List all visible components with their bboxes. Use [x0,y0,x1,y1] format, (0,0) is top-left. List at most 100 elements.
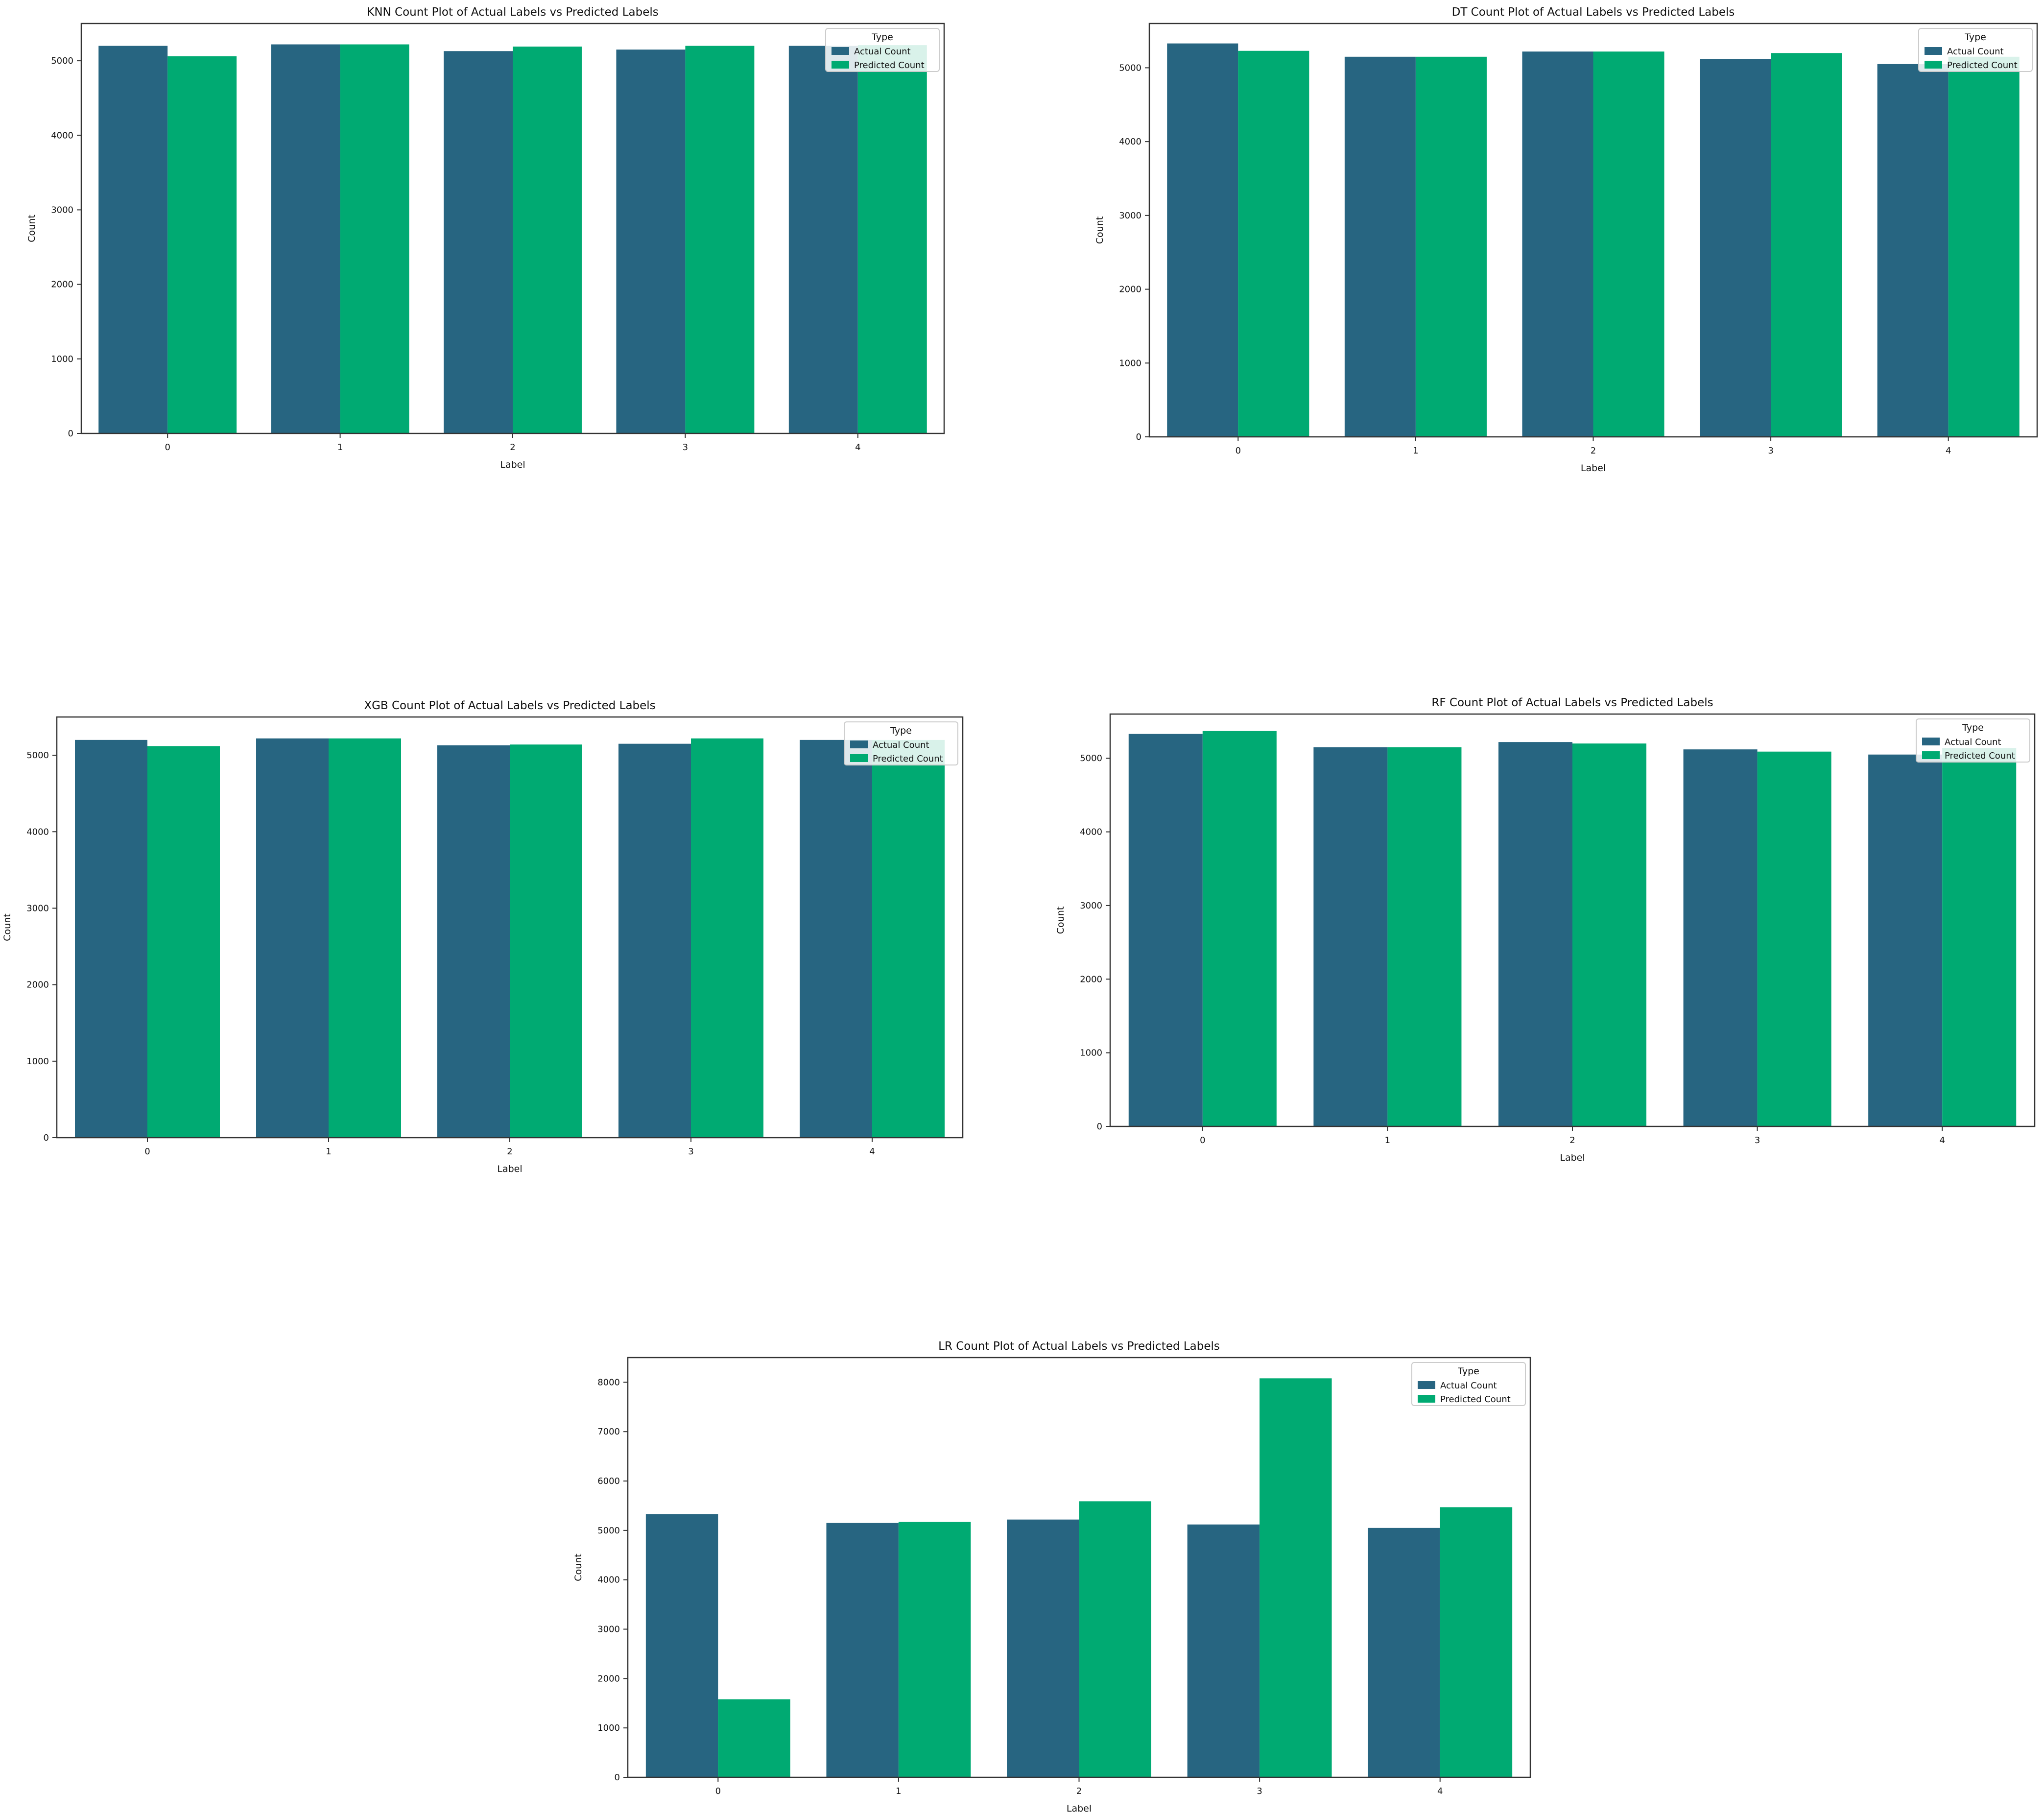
lr-legend-label-predicted: Predicted Count [1440,1394,1511,1405]
dt-bar-actual-1 [1344,56,1416,437]
lr-x-tick-label: 1 [896,1786,901,1796]
dt-x-tick-label: 2 [1591,446,1596,456]
rf-legend-title: Type [1962,722,1984,733]
knn-bar-actual-4 [788,46,858,434]
xgb-legend-label-actual: Actual Count [873,740,929,750]
dt-bar-predicted-3 [1771,53,1842,437]
lr-bar-predicted-0 [718,1699,790,1777]
xgb-x-tick-label: 0 [144,1146,150,1157]
lr-chart-title: LR Count Plot of Actual Labels vs Predic… [938,1340,1220,1353]
lr-y-tick-label: 3000 [597,1624,620,1635]
knn-x-tick-label: 1 [337,442,343,453]
xgb-y-tick-label: 5000 [26,750,49,761]
knn-legend-box [825,28,940,72]
rf-x-tick-label: 1 [1385,1135,1390,1146]
rf-x-tick-label: 2 [1569,1135,1575,1146]
lr-bar-actual-0 [645,1514,718,1777]
xgb-y-tick-label: 2000 [26,980,49,990]
rf-x-axis-label: Label [1560,1152,1585,1163]
dt-y-tick-label: 2000 [1119,285,1141,295]
lr-legend: Type Actual Count Predicted Count [1411,1362,1526,1406]
xgb-bar-actual-4 [800,740,872,1138]
knn-legend-label-predicted: Predicted Count [854,60,925,71]
rf-y-axis-label: Count [1055,907,1066,934]
xgb-bar-predicted-0 [147,746,220,1138]
knn-y-tick-label: 2000 [51,280,73,290]
xgb-x-axis-label: Label [497,1164,522,1174]
xgb-x-tick-label: 1 [326,1146,331,1157]
knn-bar-predicted-4 [857,45,927,433]
knn-x-tick-label: 0 [165,442,170,453]
lr-bar-predicted-3 [1260,1378,1332,1777]
dt-legend-swatch-predicted [1925,61,1942,69]
knn-x-tick-label: 2 [510,442,515,453]
rf-chart: 0 1 2 3 4 0 1000 2000 3000 4000 5000 RF Count Plot … [1055,696,2036,1163]
lr-x-axis-label: Label [1067,1803,1092,1814]
dt-y-axis-label: Count [1094,216,1105,244]
lr-bar-actual-1 [826,1523,899,1777]
knn-y-tick-label: 5000 [51,56,73,66]
knn-y-tick-label: 4000 [51,130,73,141]
knn-bar-actual-3 [616,49,686,434]
lr-bar-actual-2 [1007,1519,1079,1777]
lr-x-tick-label: 2 [1076,1786,1082,1796]
dt-legend-title: Type [1964,32,1986,43]
knn-y-axis-label: Count [26,215,37,242]
xgb-legend-title: Type [890,725,912,736]
rf-bar-actual-4 [1868,754,1943,1126]
rf-bar-actual-1 [1313,747,1388,1126]
dt-x-axis-label: Label [1581,463,1606,474]
lr-y-tick-label: 8000 [597,1377,620,1387]
dt-x-tick-label: 1 [1413,446,1418,456]
dt-chart: 0 1 2 3 4 0 1000 2000 3000 4000 5000 DT Count Plot … [1094,6,2038,474]
xgb-bar-predicted-2 [510,744,582,1138]
dt-x-tick-label: 3 [1768,446,1773,456]
knn-bar-actual-0 [98,46,168,434]
rf-bar-actual-2 [1498,742,1572,1126]
dt-y-tick-label: 1000 [1119,358,1141,368]
rf-legend-box [1916,718,2030,763]
xgb-y-tick-label: 4000 [26,827,49,837]
xgb-y-axis-label: Count [2,913,13,941]
knn-legend: Type Actual Count Predicted Count [825,28,940,72]
rf-x-tick-label: 0 [1200,1135,1205,1146]
dt-y-tick-label: 3000 [1119,211,1141,221]
dt-bar-actual-2 [1522,51,1593,437]
knn-x-tick-label: 4 [855,442,860,453]
dt-bar-actual-4 [1877,64,1949,437]
dt-legend-label-predicted: Predicted Count [1947,60,2018,71]
dt-bar-actual-0 [1167,43,1238,437]
xgb-legend-swatch-actual [850,740,868,748]
knn-x-tick-label: 3 [683,442,688,453]
dt-legend-label-actual: Actual Count [1947,47,2004,57]
dt-bar-predicted-0 [1238,50,1309,437]
rf-bar-actual-0 [1128,734,1203,1126]
dt-legend-box [1918,28,2033,72]
rf-legend-swatch-predicted [1922,751,1940,759]
dt-bar-predicted-4 [1948,56,2020,437]
knn-legend-title: Type [871,32,893,43]
rf-y-tick-label: 1000 [1080,1048,1102,1058]
rf-x-tick-label: 3 [1755,1135,1760,1146]
rf-legend-label-actual: Actual Count [1945,737,2001,747]
rf-bar-predicted-3 [1757,751,1831,1126]
lr-bar-predicted-2 [1079,1501,1151,1777]
lr-y-tick-label: 6000 [597,1476,620,1486]
rf-legend-label-predicted: Predicted Count [1945,751,2015,761]
knn-x-axis-label: Label [500,459,525,470]
xgb-legend-label-predicted: Predicted Count [873,754,943,764]
lr-legend-swatch-actual [1418,1381,1435,1389]
dt-y-tick-label: 0 [1136,432,1141,442]
lr-y-tick-label: 5000 [597,1526,620,1536]
dt-y-tick-label: 5000 [1119,63,1141,73]
knn-bar-predicted-3 [685,46,755,434]
xgb-y-tick-label: 3000 [26,903,49,913]
xgb-y-tick-label: 1000 [26,1056,49,1067]
rf-y-tick-label: 4000 [1080,827,1102,837]
xgb-legend-swatch-predicted [850,754,868,762]
rf-y-tick-label: 0 [1097,1122,1102,1132]
xgb-y-tick-label: 0 [44,1133,49,1143]
xgb-legend: Type Actual Count Predicted Count [844,721,958,765]
knn-chart: 0 1 2 3 4 0 1000 2000 3000 4000 5000 KNN Count Plot… [26,6,945,470]
